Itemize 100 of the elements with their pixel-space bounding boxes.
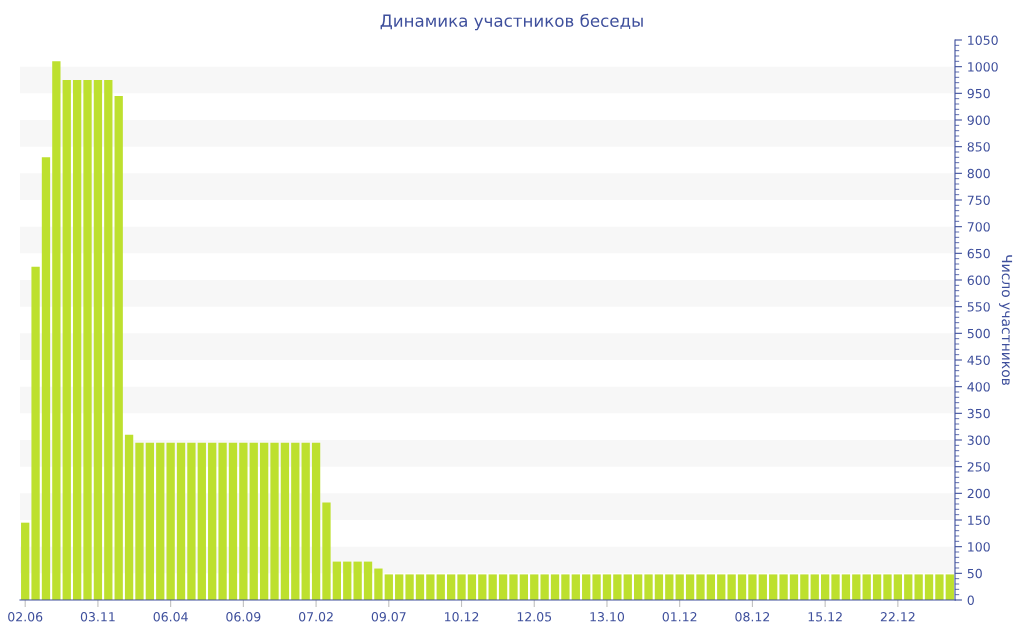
- bar: [145, 442, 155, 600]
- bar: [540, 574, 549, 600]
- y-tick-label: 650: [967, 248, 990, 259]
- bar: [446, 574, 456, 600]
- y-tick-label: 250: [967, 462, 990, 472]
- bar: [904, 574, 913, 600]
- bar: [218, 442, 227, 600]
- bar: [405, 574, 414, 600]
- y-tick-label: 700: [967, 222, 990, 232]
- bar: [93, 80, 103, 600]
- bar: [769, 574, 778, 600]
- bar: [623, 574, 632, 600]
- x-tick-label: 22.12: [880, 612, 915, 622]
- bar: [800, 574, 809, 600]
- bar: [343, 561, 352, 600]
- bar: [758, 574, 767, 600]
- bar: [644, 574, 653, 600]
- bar: [353, 561, 362, 600]
- bar: [883, 574, 892, 600]
- y-tick-label: 750: [967, 195, 990, 205]
- bar: [935, 574, 944, 600]
- bar: [322, 502, 331, 600]
- y-axis-title: Число участников: [999, 255, 1013, 386]
- x-tick-label: 12.05: [517, 612, 552, 622]
- bar: [114, 96, 123, 600]
- bar: [384, 574, 393, 600]
- bar: [197, 442, 206, 600]
- bar: [696, 574, 705, 600]
- y-tick-label: 500: [967, 328, 990, 339]
- bar: [727, 574, 736, 600]
- y-tick-label: 1050: [968, 35, 998, 45]
- x-tick-label: 15.12: [808, 612, 842, 622]
- bar: [83, 80, 92, 600]
- x-tick-label: 03.11: [80, 612, 115, 622]
- bar: [862, 574, 871, 600]
- y-tick-label: 550: [967, 302, 990, 312]
- bar: [228, 442, 238, 600]
- bar: [52, 61, 61, 600]
- bar: [665, 574, 674, 600]
- bar: [457, 574, 466, 600]
- y-tick-label: 450: [967, 355, 990, 365]
- y-tick-label: 350: [967, 408, 990, 419]
- bar: [363, 561, 373, 600]
- bar: [654, 574, 664, 600]
- x-tick-label: 06.04: [153, 612, 188, 622]
- bar: [104, 80, 113, 600]
- bar: [602, 574, 612, 600]
- bar: [831, 574, 840, 600]
- bar: [270, 442, 279, 600]
- bar: [613, 574, 622, 600]
- bar: [498, 574, 508, 600]
- y-tick-label: 150: [968, 515, 990, 525]
- bar: [509, 574, 518, 600]
- bar: [332, 561, 342, 600]
- bar: [166, 442, 175, 600]
- x-tick-label: 06.09: [226, 612, 261, 622]
- bar: [311, 442, 321, 600]
- bar: [924, 574, 934, 600]
- bar: [685, 574, 695, 600]
- bar: [872, 574, 882, 600]
- bar: [249, 442, 258, 600]
- x-tick-label: 07.02: [299, 612, 333, 622]
- x-tick-label: 09.07: [371, 612, 406, 622]
- bar: [124, 434, 134, 600]
- bar: [436, 574, 445, 600]
- bar: [841, 574, 851, 600]
- bar: [582, 574, 591, 600]
- bar: [156, 442, 165, 600]
- bar: [395, 574, 404, 600]
- bar: [31, 266, 40, 600]
- bar: [176, 442, 186, 600]
- bar: [893, 574, 903, 600]
- bar: [945, 574, 954, 600]
- bar: [717, 574, 726, 600]
- bar: [810, 574, 819, 600]
- y-tick-label: 850: [967, 142, 990, 152]
- bar: [779, 574, 788, 600]
- y-tick-label: 1000: [968, 62, 998, 72]
- bar: [135, 442, 144, 600]
- bar: [488, 574, 497, 600]
- bar: [72, 80, 82, 600]
- y-tick-label: 100: [968, 542, 990, 552]
- bar: [280, 442, 290, 600]
- y-tick-label: 600: [967, 275, 990, 285]
- x-tick-label: 02.06: [8, 612, 43, 622]
- bar: [914, 574, 923, 600]
- y-tick-label: 200: [967, 488, 990, 499]
- bar: [550, 574, 560, 600]
- bar: [467, 574, 477, 600]
- bar: [291, 442, 300, 600]
- x-tick-label: 08.12: [735, 612, 770, 622]
- bar: [852, 574, 861, 600]
- bar: [592, 574, 601, 600]
- y-tick-label: 0: [967, 595, 974, 605]
- bar: [374, 568, 383, 600]
- bar: [789, 574, 799, 600]
- y-tick-label: 950: [967, 88, 990, 99]
- bar: [519, 574, 529, 600]
- bar: [675, 574, 684, 600]
- bar: [748, 574, 757, 600]
